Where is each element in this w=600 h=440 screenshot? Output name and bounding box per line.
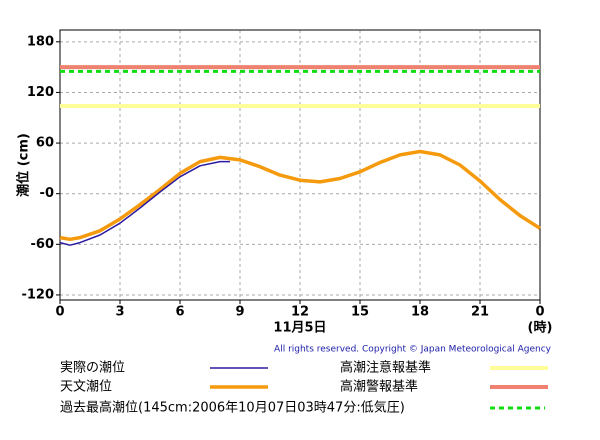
x-unit: (時) <box>528 320 553 336</box>
x-axis-label: 11月5日 <box>273 321 326 336</box>
x-tick-label: 15 <box>351 305 369 320</box>
y-tick-label: 60 <box>36 136 54 151</box>
x-tick-label: 6 <box>175 305 184 320</box>
x-tick-label: 0 <box>535 305 544 320</box>
y-tick-label: -60 <box>31 237 55 252</box>
plot-frame <box>59 29 541 301</box>
x-tick-label: 21 <box>471 305 489 320</box>
y-tick-label: 180 <box>27 34 54 49</box>
x-tick-label: 12 <box>291 305 309 320</box>
x-tick-label: 9 <box>235 305 244 320</box>
legend-label: 高潮警報基準 <box>340 379 418 395</box>
legend-label: 天文潮位 <box>60 380 112 395</box>
x-tick-label: 3 <box>115 305 124 320</box>
x-tick-label: 18 <box>411 305 429 320</box>
y-tick-label: -0 <box>40 186 54 201</box>
tide-line <box>59 149 541 242</box>
legend-label: 実際の潮位 <box>60 360 125 376</box>
copyright: All rights reserved. Copyright © Japan M… <box>274 345 552 355</box>
y-tick-label: -120 <box>21 287 54 302</box>
tide-line <box>59 160 230 246</box>
legend-label: 高潮注意報基準 <box>340 360 431 376</box>
y-axis-label: 潮位 (cm) <box>16 133 32 197</box>
legend-label: 過去最高潮位(145cm:2006年10月07日03時47分:低気圧) <box>60 400 405 416</box>
y-tick-label: 120 <box>27 85 54 100</box>
x-tick-label: 0 <box>55 305 64 320</box>
